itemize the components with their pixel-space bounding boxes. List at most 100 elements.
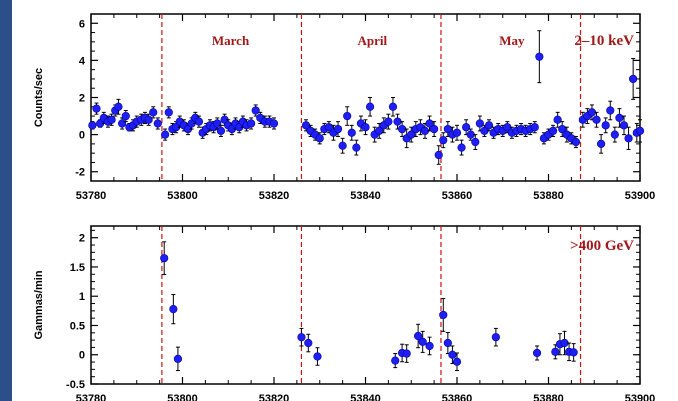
data-point bbox=[418, 330, 427, 353]
data-marker bbox=[402, 349, 411, 358]
data-marker bbox=[535, 52, 544, 61]
data-point bbox=[597, 134, 606, 154]
data-marker bbox=[173, 354, 183, 363]
data-marker bbox=[161, 130, 170, 139]
data-marker bbox=[347, 128, 356, 137]
data-marker bbox=[571, 137, 581, 147]
data-marker bbox=[624, 134, 633, 143]
data-marker bbox=[352, 143, 361, 152]
data-marker bbox=[434, 150, 443, 160]
data-marker bbox=[247, 119, 256, 128]
x-tick-label: 53840 bbox=[350, 393, 381, 401]
data-point bbox=[144, 113, 153, 126]
data-point bbox=[569, 343, 578, 362]
data-point bbox=[333, 121, 343, 137]
x-tick-label: 53860 bbox=[442, 393, 473, 401]
data-point bbox=[480, 124, 489, 137]
data-marker bbox=[324, 123, 334, 132]
data-point bbox=[430, 121, 439, 137]
data-marker bbox=[213, 119, 222, 128]
data-point bbox=[384, 113, 393, 130]
y-tick-label: 2 bbox=[79, 233, 85, 245]
data-marker bbox=[615, 113, 624, 123]
data-marker bbox=[297, 333, 306, 342]
data-point bbox=[88, 121, 97, 130]
data-marker bbox=[365, 102, 375, 111]
data-marker bbox=[92, 104, 101, 113]
data-marker bbox=[569, 348, 578, 357]
data-point bbox=[484, 119, 494, 132]
data-point bbox=[388, 97, 398, 117]
y-axis-label: Counts/sec bbox=[33, 68, 45, 127]
data-marker bbox=[304, 338, 313, 348]
y-tick-label: 2 bbox=[79, 93, 85, 105]
data-point bbox=[425, 336, 434, 356]
data-point bbox=[448, 345, 457, 365]
data-marker bbox=[251, 106, 260, 115]
data-marker bbox=[425, 341, 434, 351]
data-point bbox=[173, 346, 183, 372]
data-marker bbox=[194, 117, 204, 126]
x-tick-label: 53800 bbox=[167, 393, 198, 401]
data-point bbox=[553, 111, 562, 128]
data-marker bbox=[462, 123, 471, 132]
data-marker bbox=[343, 111, 352, 121]
x-tick-label: 53880 bbox=[533, 393, 564, 401]
data-marker bbox=[384, 117, 393, 126]
data-marker bbox=[375, 126, 384, 135]
data-marker bbox=[471, 137, 480, 147]
y-tick-label: 6 bbox=[79, 18, 85, 30]
data-marker bbox=[313, 352, 322, 361]
data-point bbox=[532, 345, 542, 361]
y-axis-label: Gammas/min bbox=[33, 270, 45, 339]
x-tick-label: 53800 bbox=[167, 190, 198, 202]
data-point bbox=[304, 333, 313, 353]
data-point bbox=[592, 111, 601, 128]
data-point bbox=[571, 135, 581, 149]
data-point bbox=[635, 119, 645, 143]
data-point bbox=[610, 126, 619, 143]
data-marker bbox=[553, 115, 562, 124]
data-marker bbox=[443, 338, 452, 348]
data-point bbox=[352, 139, 361, 156]
data-point bbox=[551, 344, 560, 360]
data-point bbox=[164, 106, 173, 119]
month-label: April bbox=[358, 33, 388, 48]
data-marker bbox=[118, 119, 127, 128]
left-edge-strip bbox=[0, 0, 12, 401]
data-point bbox=[393, 113, 402, 130]
month-label: May bbox=[499, 33, 525, 48]
y-tick-label: 0.5 bbox=[70, 320, 85, 332]
data-marker bbox=[361, 123, 370, 132]
data-marker bbox=[452, 128, 462, 137]
x-tick-label: 53780 bbox=[76, 393, 107, 401]
data-marker bbox=[153, 119, 162, 128]
data-point bbox=[439, 132, 448, 149]
data-marker bbox=[635, 126, 645, 135]
data-point bbox=[324, 121, 334, 134]
data-marker bbox=[443, 124, 452, 134]
data-point bbox=[313, 347, 322, 366]
month-label: March bbox=[212, 33, 250, 48]
data-marker bbox=[107, 115, 116, 124]
data-point bbox=[629, 58, 638, 100]
x-tick-label: 53900 bbox=[625, 393, 656, 401]
data-point bbox=[149, 106, 158, 119]
data-point bbox=[153, 117, 162, 130]
data-point bbox=[251, 104, 260, 117]
data-point bbox=[121, 109, 130, 123]
data-point bbox=[452, 352, 462, 372]
data-point bbox=[315, 132, 324, 145]
data-point bbox=[558, 121, 567, 137]
data-marker bbox=[216, 126, 226, 135]
data-marker bbox=[164, 108, 173, 117]
data-marker bbox=[619, 121, 629, 130]
data-point bbox=[535, 30, 544, 84]
data-marker bbox=[418, 337, 427, 346]
y-tick-label: 1 bbox=[79, 291, 85, 303]
data-point bbox=[194, 115, 204, 128]
data-point bbox=[169, 293, 178, 325]
data-marker bbox=[439, 136, 448, 145]
data-point bbox=[619, 115, 629, 136]
